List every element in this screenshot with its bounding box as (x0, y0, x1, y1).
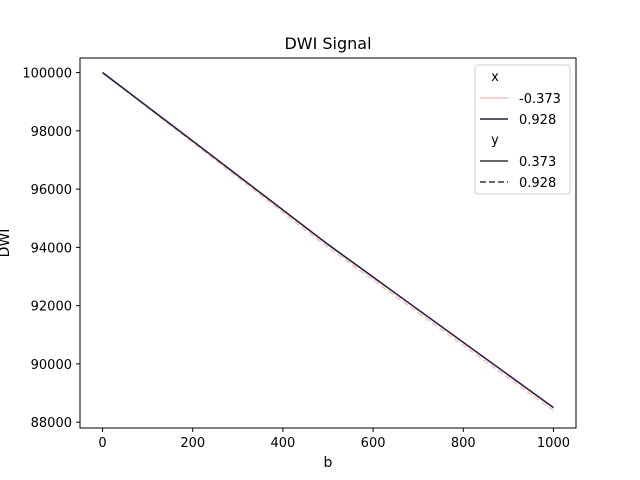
legend-entry-label: 0.928 (519, 176, 556, 191)
y-tick-label: 90000 (31, 358, 72, 373)
legend-hue-title: x (491, 70, 499, 85)
y-tick-label: 92000 (31, 300, 72, 315)
legend-entry-label: 0.373 (519, 155, 556, 170)
x-tick-label: 0 (98, 436, 106, 451)
x-tick-label: 1000 (537, 436, 570, 451)
y-tick-label: 88000 (31, 416, 72, 431)
legend-style-title: y (491, 133, 499, 148)
x-tick-label: 200 (180, 436, 205, 451)
axes: 0 200 400 600 800 1000 88000 90000 92000 94000 960… (22, 67, 570, 451)
legend: x -0.373 0.928 y 0.373 0.928 (474, 64, 571, 195)
y-tick-label: 94000 (31, 241, 72, 256)
x-tick-label: 600 (361, 436, 386, 451)
plot-frame (79, 57, 577, 429)
y-tick-label: 100000 (22, 67, 72, 82)
y-tick-label: 98000 (31, 125, 72, 140)
series-line (102, 71, 554, 409)
series-layer (102, 71, 554, 412)
legend-entry-label: -0.373 (519, 92, 561, 107)
legend-box (474, 64, 571, 195)
x-tick-label: 400 (270, 436, 295, 451)
chart-title: DWI Signal (284, 34, 371, 53)
y-axis-label: DWI (0, 229, 13, 258)
y-tick-label: 96000 (31, 183, 72, 198)
legend-entry-label: 0.928 (519, 113, 556, 128)
x-axis-label: b (324, 455, 333, 471)
x-tick-label: 800 (451, 436, 476, 451)
